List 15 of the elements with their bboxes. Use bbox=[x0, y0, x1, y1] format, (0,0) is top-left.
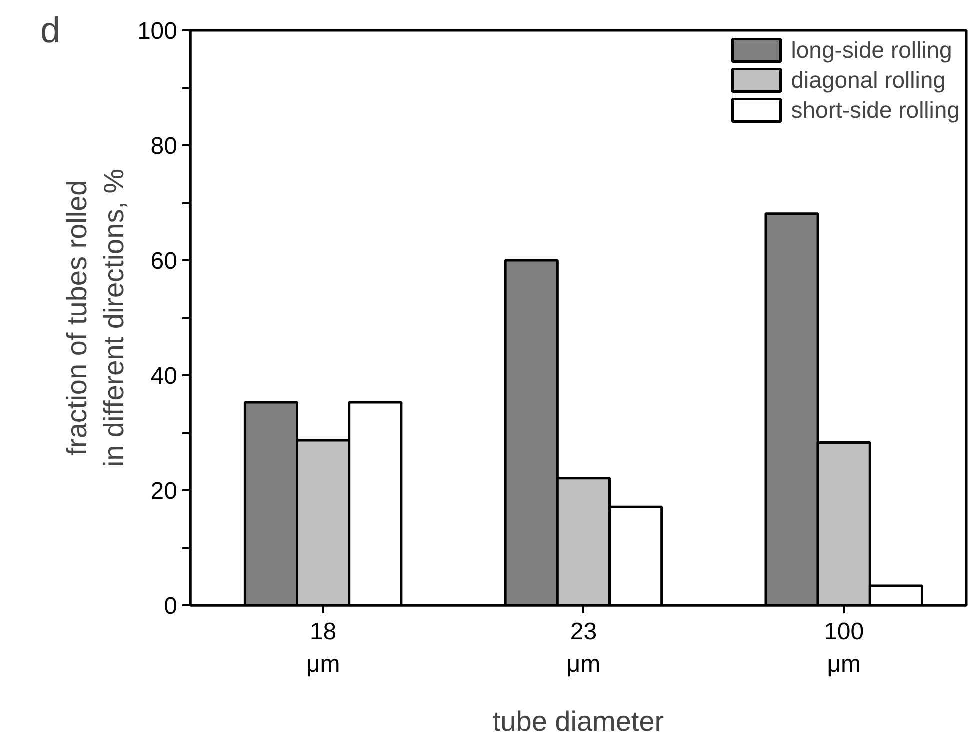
x-tick-label: 18 μm bbox=[306, 618, 340, 678]
y-axis-title: fraction of tubes rolled in different directions, % bbox=[61, 168, 130, 468]
y-tick-label: 20 bbox=[150, 478, 178, 505]
legend-label: diagonal rolling bbox=[791, 66, 946, 94]
y-tick-label: 0 bbox=[164, 593, 178, 620]
y-tick-label: 100 bbox=[137, 18, 178, 45]
legend-label: long-side rolling bbox=[791, 36, 952, 64]
text: d bbox=[40, 10, 61, 50]
x-tick-label: 100 μm bbox=[824, 618, 864, 678]
x-tick-label: 23 μm bbox=[566, 618, 601, 678]
legend-label: short-side rolling bbox=[791, 96, 960, 124]
y-tick-label: 40 bbox=[150, 363, 178, 390]
y-tick-label: 80 bbox=[150, 133, 178, 160]
x-axis-title: tube diameter bbox=[492, 706, 664, 737]
y-tick-label: 60 bbox=[150, 248, 178, 275]
